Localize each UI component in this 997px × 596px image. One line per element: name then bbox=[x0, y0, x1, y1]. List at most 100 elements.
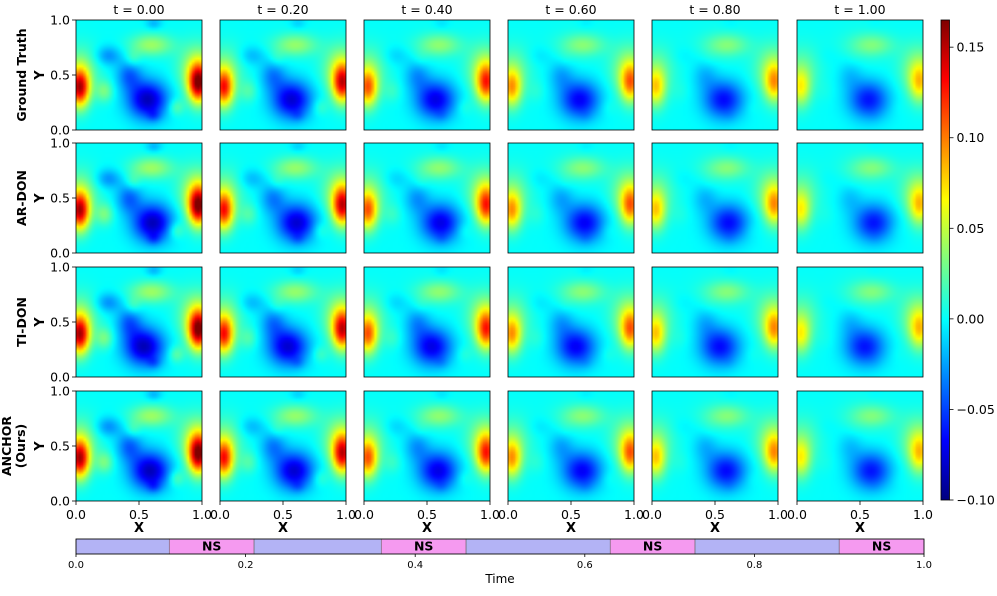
timeline-tick-label: 0.2 bbox=[238, 560, 254, 571]
panel-frame bbox=[507, 19, 635, 131]
panel-frame bbox=[219, 266, 347, 378]
heatmap-panel bbox=[364, 391, 490, 501]
row-label: TI-DON bbox=[14, 297, 29, 347]
row-label: ANCHOR (Ours) bbox=[0, 416, 28, 476]
y-tick-label: 0.5 bbox=[50, 315, 70, 330]
y-tick-label: 0.5 bbox=[50, 439, 70, 454]
timeline-segment-label: NS bbox=[872, 539, 891, 554]
x-tick-label: 0.0 bbox=[354, 507, 374, 522]
colorbar-tick-label: 0.05 bbox=[957, 221, 985, 236]
x-tick-label: 1.0 bbox=[913, 507, 933, 522]
x-tick-label: 1.0 bbox=[480, 507, 500, 522]
heatmap-panel bbox=[797, 143, 923, 253]
timeline-tick-label: 0.4 bbox=[407, 560, 423, 571]
y-tick-label: 0.0 bbox=[50, 246, 70, 261]
row-label-line: TI-DON bbox=[14, 297, 29, 347]
panel-frame bbox=[219, 142, 347, 254]
heatmap-panel bbox=[797, 20, 923, 130]
x-tick-label: 0.5 bbox=[417, 507, 437, 522]
colorbar-tick-label: 0.10 bbox=[957, 130, 985, 145]
x-tick-label: 0.5 bbox=[850, 507, 870, 522]
timeline-segment bbox=[253, 538, 382, 555]
heatmap-panel bbox=[220, 391, 346, 501]
heatmap-panel bbox=[508, 143, 634, 253]
heatmap-panel bbox=[364, 267, 490, 377]
heatmap-panel bbox=[76, 20, 202, 130]
timeline-axis-label: Time bbox=[484, 572, 514, 586]
x-axis-label: X bbox=[134, 521, 144, 536]
timeline-segment bbox=[694, 538, 840, 555]
x-tick-label: 0.5 bbox=[273, 507, 293, 522]
row-label-line: Ground Truth bbox=[14, 28, 29, 121]
timeline-segment-label: NS bbox=[202, 539, 221, 554]
y-axis-label: Y bbox=[33, 193, 48, 204]
panel-frame bbox=[363, 19, 491, 131]
time-title: t = 0.40 bbox=[401, 2, 452, 17]
row-label-line: (Ours) bbox=[13, 424, 28, 469]
timeline-frame bbox=[75, 538, 925, 555]
timeline-tick-label: 1.0 bbox=[916, 560, 932, 571]
heatmap-panel bbox=[364, 20, 490, 130]
y-tick-label: 1.0 bbox=[50, 136, 70, 151]
timeline-segment bbox=[465, 538, 611, 555]
panel-frame bbox=[219, 19, 347, 131]
heatmap-panel bbox=[508, 391, 634, 501]
row-label: Ground Truth bbox=[14, 28, 29, 121]
y-axis-label: Y bbox=[33, 70, 48, 81]
y-tick-label: 0.5 bbox=[50, 191, 70, 206]
y-tick-label: 1.0 bbox=[50, 384, 70, 399]
heatmap-panel bbox=[76, 391, 202, 501]
heatmap-panel bbox=[652, 20, 778, 130]
colorbar-tick-label: 0.15 bbox=[957, 40, 985, 55]
x-tick-label: 0.5 bbox=[561, 507, 581, 522]
row-label-line: AR-DON bbox=[14, 170, 29, 226]
y-axis-label: Y bbox=[33, 317, 48, 328]
timeline-segment-label: NS bbox=[414, 539, 433, 554]
x-tick-label: 1.0 bbox=[192, 507, 212, 522]
timeline-tick-label: 0.8 bbox=[746, 560, 762, 571]
y-tick-label: 1.0 bbox=[50, 260, 70, 275]
x-tick-label: 0.0 bbox=[787, 507, 807, 522]
heatmap-panel bbox=[76, 143, 202, 253]
panel-frame bbox=[363, 142, 491, 254]
y-tick-label: 1.0 bbox=[50, 13, 70, 28]
panel-frame bbox=[796, 19, 924, 131]
y-axis-label: Y bbox=[33, 441, 48, 452]
colorbar: 0.15 0.10 0.05 0.00 −0.05 −0.10 bbox=[940, 19, 995, 508]
time-title: t = 0.20 bbox=[257, 2, 308, 17]
heatmap-panel bbox=[508, 20, 634, 130]
panel-frame bbox=[796, 142, 924, 254]
heatmap-panel bbox=[220, 20, 346, 130]
colorbar-tick-label: 0.00 bbox=[957, 311, 985, 326]
x-tick-label: 0.5 bbox=[129, 507, 149, 522]
panel-frame bbox=[363, 266, 491, 378]
timeline-bar: NS NS NS NS 0.0 0.2 0.4 0.6 0.8 1.0 Time bbox=[68, 539, 932, 587]
timeline-tick-label: 0.6 bbox=[577, 560, 593, 571]
heatmap-panel bbox=[652, 267, 778, 377]
row-label-line: ANCHOR bbox=[0, 416, 14, 476]
heatmap-panel bbox=[797, 267, 923, 377]
heatmap-panel bbox=[652, 391, 778, 501]
heatmap-panel bbox=[220, 143, 346, 253]
time-title: t = 0.80 bbox=[689, 2, 740, 17]
timeline-tick-label: 0.0 bbox=[68, 560, 84, 571]
x-tick-label: 0.0 bbox=[642, 507, 662, 522]
x-tick-label: 0.0 bbox=[66, 507, 86, 522]
x-axis-label: X bbox=[855, 521, 865, 536]
time-title: t = 1.00 bbox=[834, 2, 885, 17]
row-label: AR-DON bbox=[14, 170, 29, 226]
time-title: t = 0.60 bbox=[545, 2, 596, 17]
heatmap-grid: t = 0.00 1.0 0.5 0.0 Y Ground Truth t = 0.20 t … bbox=[0, 2, 933, 536]
timeline-segment-label: NS bbox=[643, 539, 662, 554]
x-tick-label: 1.0 bbox=[768, 507, 788, 522]
heatmap-panel bbox=[797, 391, 923, 501]
colorbar-tick-label: −0.10 bbox=[957, 493, 995, 508]
panel-frame bbox=[507, 142, 635, 254]
heatmap-panel bbox=[652, 143, 778, 253]
heatmap-panel bbox=[364, 143, 490, 253]
x-tick-label: 0.0 bbox=[498, 507, 518, 522]
panel-frame bbox=[651, 142, 779, 254]
x-axis-label: X bbox=[566, 521, 576, 536]
panel-frame bbox=[796, 266, 924, 378]
x-tick-label: 0.5 bbox=[705, 507, 725, 522]
